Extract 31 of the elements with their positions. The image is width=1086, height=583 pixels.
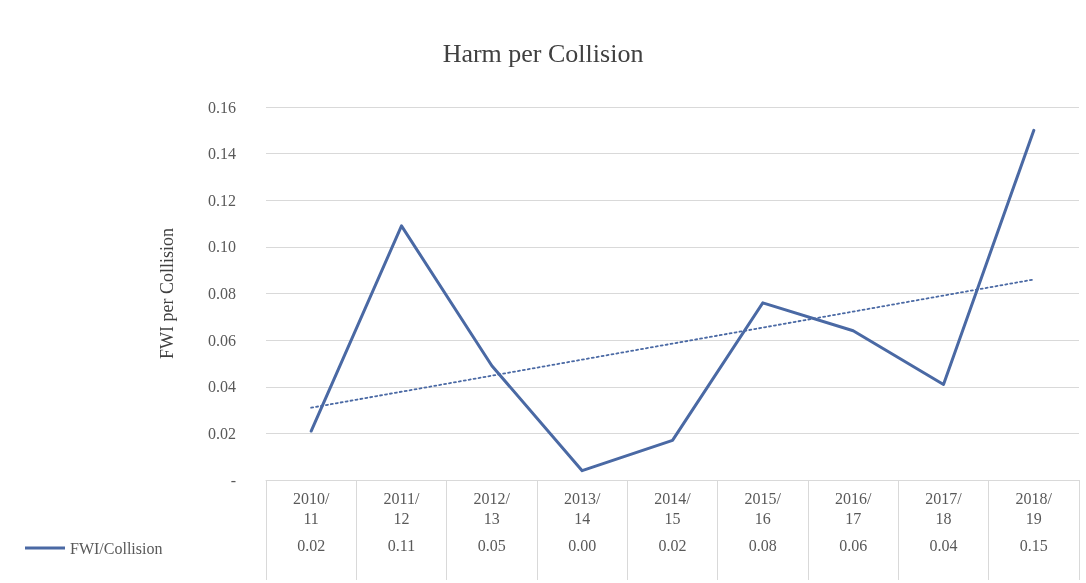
- x-tick-label: 2013/14: [563, 489, 601, 527]
- x-tick-label: 2011/12: [383, 489, 420, 527]
- x-tick-label: 2018/19: [1015, 489, 1053, 527]
- data-label: 0.08: [748, 536, 777, 554]
- y-tick-label: 0.04: [208, 378, 236, 396]
- y-tick-label: 0.06: [208, 331, 236, 349]
- x-tick-label: 2017/18: [925, 489, 963, 527]
- y-tick-label: 0.02: [208, 424, 236, 442]
- data-label: 0.04: [929, 536, 958, 554]
- x-tick-label: 2012/13: [473, 489, 511, 527]
- data-label: 0.06: [839, 536, 868, 554]
- y-tick-label: 0.14: [208, 145, 236, 163]
- y-axis-title: FWI per Collision: [157, 228, 177, 359]
- x-tick-label: 2014/15: [654, 489, 692, 527]
- y-tick-label: 0.16: [208, 98, 236, 116]
- data-label: 0.05: [477, 536, 506, 554]
- y-tick-label: 0.08: [208, 285, 236, 302]
- line-series: [309, 128, 1036, 473]
- y-tick-label: 0.10: [208, 238, 236, 256]
- legend-label: FWI/Collision: [70, 539, 163, 557]
- y-tick-label: 0.12: [208, 191, 236, 209]
- chart-title: Harm per Collision: [442, 38, 644, 68]
- x-tick-label: 2010/11: [292, 489, 330, 527]
- y-tick-label: -: [230, 471, 236, 489]
- data-label: 0.02: [297, 536, 326, 554]
- data-label: 0.11: [387, 536, 416, 554]
- x-tick-label: 2015/16: [744, 489, 782, 527]
- data-label: 0.15: [1019, 536, 1048, 554]
- data-label: 0.00: [568, 536, 597, 554]
- x-tick-label: 2016/17: [834, 489, 872, 527]
- data-label: 0.02: [658, 536, 687, 554]
